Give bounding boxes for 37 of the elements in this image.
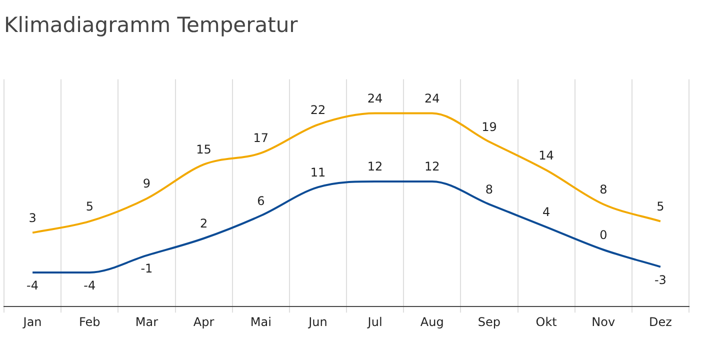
data-label: -1 <box>140 262 153 276</box>
data-label: 6 <box>257 194 265 208</box>
x-tick-label: Feb <box>79 314 100 329</box>
x-tick-label: Aug <box>420 314 444 329</box>
data-label: 19 <box>482 120 497 134</box>
data-label: 0 <box>600 228 608 242</box>
data-label: 4 <box>542 205 550 220</box>
data-label: -4 <box>26 278 39 293</box>
data-label: 24 <box>424 91 440 106</box>
data-label: 8 <box>600 182 608 196</box>
data-label: 24 <box>367 91 383 106</box>
data-label: 17 <box>253 131 269 146</box>
data-label: 5 <box>86 199 94 214</box>
data-label: 11 <box>310 165 326 180</box>
data-label: 14 <box>538 148 554 162</box>
x-tick-label: Mai <box>250 314 272 329</box>
data-label: 12 <box>424 160 440 174</box>
data-label: 15 <box>196 142 212 157</box>
x-tick-label: Sep <box>478 314 501 329</box>
data-label: 8 <box>485 182 494 196</box>
x-tick-label: Dez <box>648 314 672 329</box>
data-label: 5 <box>656 199 664 214</box>
data-label: 2 <box>200 216 208 231</box>
x-tick-label: Jan <box>22 314 42 329</box>
x-tick-label: Jul <box>366 314 382 329</box>
data-label: 12 <box>367 160 383 174</box>
x-tick-label: Nov <box>592 314 616 329</box>
x-tick-label: Jun <box>308 314 328 329</box>
data-label: -4 <box>84 278 96 293</box>
chart-title: Klimadiagramm Temperatur <box>4 13 298 38</box>
x-tick-label: Apr <box>193 314 214 329</box>
data-label: 22 <box>310 102 326 117</box>
data-label: -3 <box>654 272 666 287</box>
data-label: 9 <box>142 176 151 191</box>
data-label: 3 <box>28 210 36 225</box>
x-tick-label: Mar <box>135 314 158 329</box>
x-tick-label: Okt <box>536 314 558 329</box>
